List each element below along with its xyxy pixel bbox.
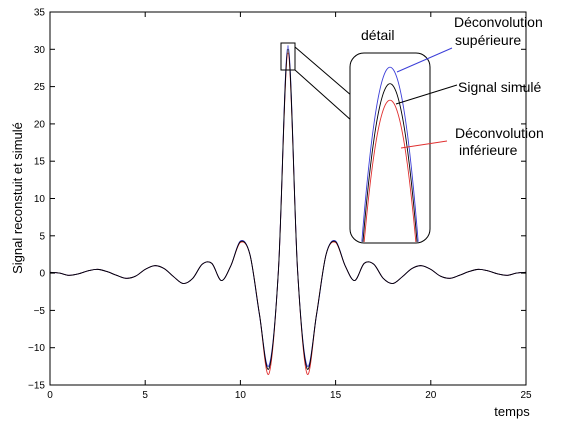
inset-title: détail bbox=[361, 27, 394, 43]
x-tick-label: 25 bbox=[520, 390, 532, 401]
y-axis-label: Signal reconstuit et simulé bbox=[10, 122, 25, 274]
leader-lower bbox=[400, 140, 448, 149]
inset-box bbox=[349, 52, 431, 244]
zoom-connector-top bbox=[294, 46, 353, 97]
inset-line-d-convolution-sup-rieure bbox=[351, 66, 429, 242]
y-tick-label: −5 bbox=[34, 306, 46, 317]
y-tick-label: −15 bbox=[28, 381, 45, 392]
leader-sim bbox=[395, 84, 458, 105]
label-lower-line1: Déconvolution bbox=[455, 125, 544, 141]
x-tick-labels: 0 5 10 15 20 25 bbox=[47, 390, 532, 401]
x-tick-label: 0 bbox=[47, 390, 53, 401]
x-tick-label: 20 bbox=[425, 390, 437, 401]
label-lower-line2: inférieure bbox=[459, 142, 518, 158]
inset-line-d-convolution-inf-rieure bbox=[351, 99, 429, 242]
x-axis-label: temps bbox=[494, 404, 530, 419]
y-tick-label: 10 bbox=[34, 194, 46, 205]
y-tick-label: 30 bbox=[34, 45, 46, 56]
plot-frame bbox=[49, 11, 527, 386]
y-tick-label: 20 bbox=[34, 119, 46, 130]
x-tick-label: 5 bbox=[142, 390, 148, 401]
zoom-connector-bottom bbox=[294, 69, 353, 122]
y-tick-label: 35 bbox=[34, 8, 46, 19]
x-tick-label: 15 bbox=[330, 390, 342, 401]
x-tick-label: 10 bbox=[235, 390, 247, 401]
label-upper-line1: Déconvolution bbox=[454, 14, 543, 30]
axis-ticks bbox=[49, 11, 527, 386]
inset-line-signal-simul- bbox=[351, 83, 429, 242]
series-line-signal-simul- bbox=[49, 48, 527, 370]
y-tick-label: −10 bbox=[28, 343, 45, 354]
series-line-d-convolution-inf-rieure bbox=[49, 52, 527, 375]
y-tick-labels: −15 −10 −5 0 5 10 15 20 25 30 35 bbox=[28, 8, 45, 392]
y-tick-label: 5 bbox=[39, 231, 45, 242]
series-line-d-convolution-sup-rieure bbox=[49, 45, 527, 367]
y-tick-label: 15 bbox=[34, 157, 46, 168]
label-upper-line2: supérieure bbox=[455, 32, 521, 48]
plot-lines bbox=[49, 45, 527, 375]
inset-lines bbox=[351, 66, 429, 242]
label-sim: Signal simulé bbox=[458, 79, 541, 95]
leader-upper bbox=[396, 47, 453, 73]
y-tick-label: 0 bbox=[39, 269, 45, 280]
zoom-box bbox=[280, 42, 296, 71]
y-tick-label: 25 bbox=[34, 82, 46, 93]
